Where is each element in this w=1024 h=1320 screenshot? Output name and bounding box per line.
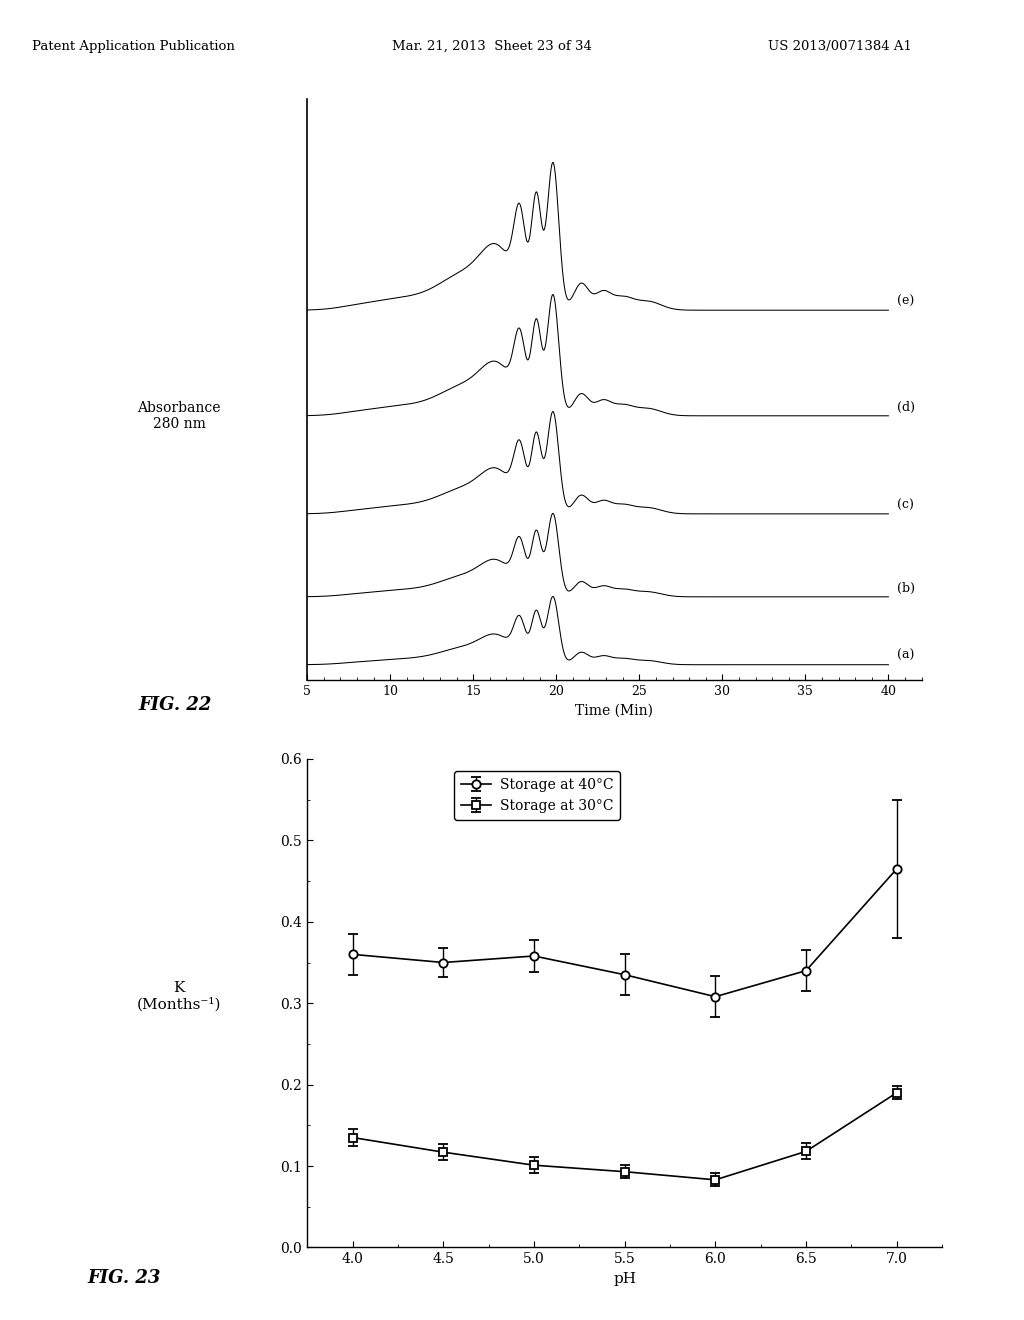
- Text: (e): (e): [897, 294, 914, 308]
- Text: (d): (d): [897, 400, 914, 413]
- Legend: Storage at 40°C, Storage at 30°C: Storage at 40°C, Storage at 30°C: [454, 771, 621, 820]
- Text: US 2013/0071384 A1: US 2013/0071384 A1: [768, 40, 911, 53]
- X-axis label: Time (Min): Time (Min): [575, 704, 653, 717]
- Text: FIG. 23: FIG. 23: [87, 1269, 161, 1287]
- Text: Mar. 21, 2013  Sheet 23 of 34: Mar. 21, 2013 Sheet 23 of 34: [391, 40, 592, 53]
- Text: Absorbance
280 nm: Absorbance 280 nm: [137, 401, 221, 430]
- Text: Patent Application Publication: Patent Application Publication: [32, 40, 234, 53]
- Text: (b): (b): [897, 582, 914, 594]
- Text: (a): (a): [897, 649, 914, 663]
- Text: (c): (c): [897, 499, 913, 512]
- Text: FIG. 22: FIG. 22: [138, 696, 212, 714]
- X-axis label: pH: pH: [613, 1271, 636, 1286]
- Text: K
(Months⁻¹): K (Months⁻¹): [137, 981, 221, 1012]
